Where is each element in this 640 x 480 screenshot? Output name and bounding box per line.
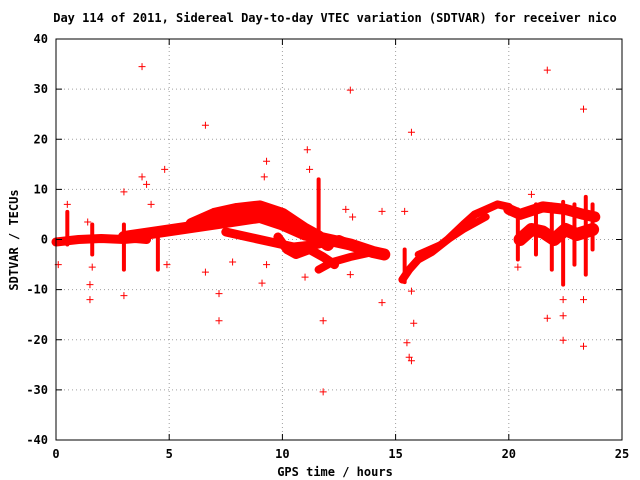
y-tick-label: 30 bbox=[34, 82, 48, 96]
data-point bbox=[138, 63, 146, 71]
data-point bbox=[306, 165, 314, 173]
tick-labels: 40 30 20 10 0 -10 -20 -30 -40 0 5 10 15 20 25 bbox=[26, 32, 629, 461]
data-point bbox=[143, 180, 151, 188]
data-point bbox=[401, 207, 409, 215]
data-track bbox=[414, 213, 490, 258]
x-tick-label: 25 bbox=[615, 447, 629, 461]
data-point bbox=[303, 146, 311, 154]
data-point bbox=[163, 261, 171, 269]
y-tick-label: 20 bbox=[34, 132, 48, 146]
data-point bbox=[88, 263, 96, 271]
data-point bbox=[407, 287, 415, 295]
data-track bbox=[221, 227, 355, 252]
data-point bbox=[63, 200, 71, 208]
data-point bbox=[378, 299, 386, 307]
data-point bbox=[260, 173, 268, 181]
x-tick-label: 0 bbox=[52, 447, 59, 461]
data-point bbox=[263, 261, 271, 269]
y-tick-label: 10 bbox=[34, 182, 48, 196]
data-track bbox=[314, 248, 389, 274]
data-point bbox=[319, 388, 327, 396]
data-point bbox=[559, 296, 567, 304]
data-point bbox=[120, 188, 128, 196]
y-tick-label: 40 bbox=[34, 32, 48, 46]
data-layer bbox=[51, 63, 601, 396]
y-tick-label: -40 bbox=[26, 433, 48, 447]
data-point bbox=[378, 207, 386, 215]
data-point bbox=[120, 292, 128, 300]
y-tick-label: 0 bbox=[41, 233, 48, 247]
data-point bbox=[349, 213, 357, 221]
data-track bbox=[513, 223, 600, 246]
data-point bbox=[346, 86, 354, 94]
data-point bbox=[301, 273, 309, 281]
data-point bbox=[543, 66, 551, 74]
x-axis-label: GPS time / hours bbox=[277, 465, 393, 479]
data-point bbox=[559, 312, 567, 320]
y-tick-label: -10 bbox=[26, 283, 48, 297]
data-point bbox=[527, 190, 535, 198]
data-point bbox=[201, 268, 209, 276]
data-point bbox=[138, 173, 146, 181]
data-point bbox=[559, 336, 567, 344]
y-tick-label: -20 bbox=[26, 333, 48, 347]
data-point bbox=[229, 258, 237, 266]
data-point bbox=[147, 200, 155, 208]
chart-title: Day 114 of 2011, Sidereal Day-to-day VTE… bbox=[53, 11, 617, 25]
data-point bbox=[201, 121, 209, 129]
data-point bbox=[407, 128, 415, 136]
x-tick-label: 20 bbox=[502, 447, 516, 461]
data-track bbox=[185, 200, 335, 251]
data-point bbox=[410, 319, 418, 327]
y-tick-label: -30 bbox=[26, 383, 48, 397]
x-tick-label: 5 bbox=[166, 447, 173, 461]
data-point bbox=[543, 314, 551, 322]
data-point bbox=[215, 317, 223, 325]
data-point bbox=[86, 296, 94, 304]
data-point bbox=[215, 290, 223, 298]
x-tick-label: 15 bbox=[388, 447, 402, 461]
data-point bbox=[407, 357, 415, 365]
data-point bbox=[580, 296, 588, 304]
data-point bbox=[580, 105, 588, 113]
data-track bbox=[117, 210, 391, 261]
plot-frame bbox=[55, 38, 623, 441]
data-point bbox=[319, 317, 327, 325]
data-point bbox=[263, 157, 271, 165]
x-tick-label: 10 bbox=[275, 447, 289, 461]
data-track bbox=[273, 232, 339, 270]
data-point bbox=[346, 271, 354, 279]
data-track bbox=[398, 200, 513, 284]
data-point bbox=[403, 339, 411, 347]
data-point bbox=[580, 342, 588, 350]
plot-border bbox=[55, 38, 623, 441]
data-point bbox=[161, 165, 169, 173]
data-point bbox=[405, 353, 413, 361]
data-point bbox=[86, 281, 94, 289]
y-axis-label: SDTVAR / TECUs bbox=[7, 189, 21, 290]
data-point bbox=[258, 279, 266, 287]
data-point bbox=[514, 263, 522, 271]
data-point bbox=[342, 205, 350, 213]
data-point bbox=[84, 218, 92, 226]
